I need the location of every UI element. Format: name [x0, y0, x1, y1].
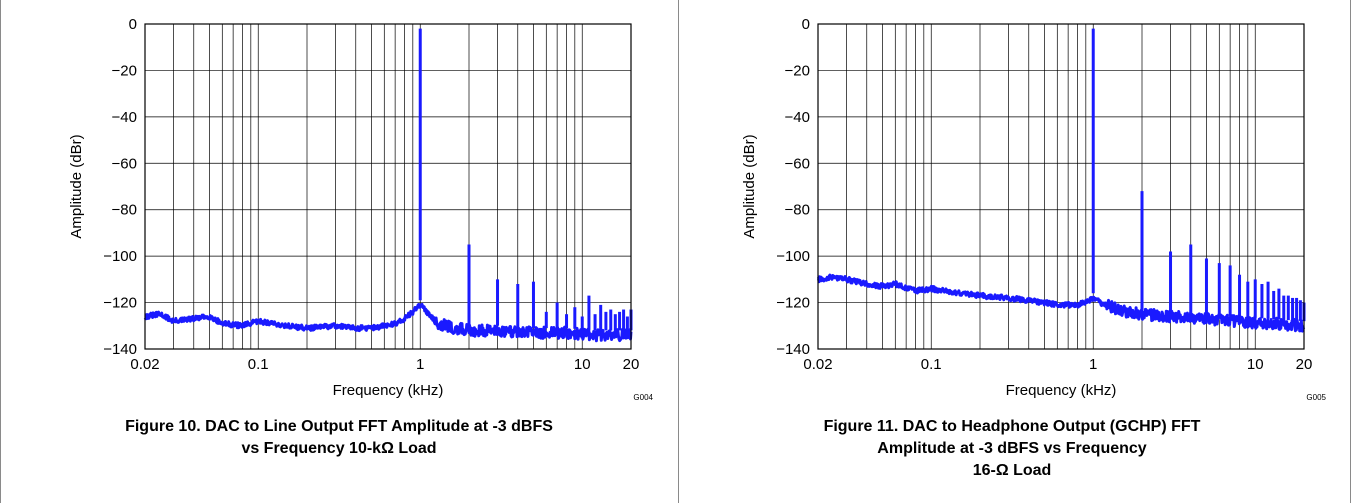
chart-panel-figure-10: 0 −20 −40 −60 −80 −100 −120 −140 0.02 0.1 1 10 20 Fre…: [1, 0, 677, 503]
x-tick-label: 10: [574, 356, 591, 373]
y-tick-label: −60: [785, 155, 810, 172]
x-tick-label: 10: [1247, 356, 1264, 373]
panel-divider: [678, 0, 679, 503]
y-tick-label: −20: [785, 62, 810, 79]
page-left-border: [0, 0, 1, 503]
y-tick-label: −60: [112, 155, 137, 172]
y-axis-label: Amplitude (dBr): [68, 134, 85, 238]
caption-line-2: Amplitude at -3 dBFS vs Frequency: [877, 440, 1147, 457]
plot-frame: [144, 23, 632, 350]
x-axis-label: Frequency (kHz): [1006, 382, 1117, 399]
caption-line-2: vs Frequency 10-kΩ Load: [241, 440, 437, 457]
y-tick-label: −140: [103, 341, 137, 358]
caption-line-3: 16-Ω Load: [972, 462, 1052, 479]
figure-caption: Figure 10. DAC to Line Output FFT Amplit…: [1, 416, 677, 460]
y-axis-label: Amplitude (dBr): [741, 134, 758, 238]
x-tick-label: 1: [1089, 356, 1097, 373]
y-tick-label: −120: [776, 295, 810, 312]
y-tick-label: −20: [112, 62, 137, 79]
x-tick-label: 0.02: [130, 356, 159, 373]
x-tick-label: 0.1: [248, 356, 269, 373]
figure-code: G004: [633, 393, 653, 402]
x-axis-label: Frequency (kHz): [333, 382, 444, 399]
y-tick-label: −140: [776, 341, 810, 358]
y-tick-label: −100: [776, 248, 810, 265]
y-tick-label: −120: [103, 295, 137, 312]
noise-floor-trace: [816, 273, 1306, 333]
y-tick-label: −100: [103, 248, 137, 265]
caption-line-1: Figure 10. DAC to Line Output FFT Amplit…: [125, 418, 553, 435]
caption-line-1: Figure 11. DAC to Headphone Output (GCHP…: [823, 418, 1201, 435]
y-tick-label: −40: [785, 109, 810, 126]
x-tick-label: 20: [623, 356, 640, 373]
noise-floor-trace: [143, 302, 633, 343]
chart-panel-figure-11: 0 −20 −40 −60 −80 −100 −120 −140 0.02 0.1 1 10 20 Fre…: [674, 0, 1350, 503]
y-tick-label: 0: [129, 16, 137, 33]
x-tick-label: 20: [1296, 356, 1313, 373]
figure-code: G005: [1306, 393, 1326, 402]
figure-caption: Figure 11. DAC to Headphone Output (GCHP…: [674, 416, 1350, 482]
x-tick-label: 0.02: [803, 356, 832, 373]
y-tick-label: 0: [802, 16, 810, 33]
x-tick-label: 0.1: [921, 356, 942, 373]
plot-frame: [817, 23, 1305, 350]
x-tick-label: 1: [416, 356, 424, 373]
y-tick-label: −80: [112, 202, 137, 219]
y-tick-label: −40: [112, 109, 137, 126]
y-tick-label: −80: [785, 202, 810, 219]
